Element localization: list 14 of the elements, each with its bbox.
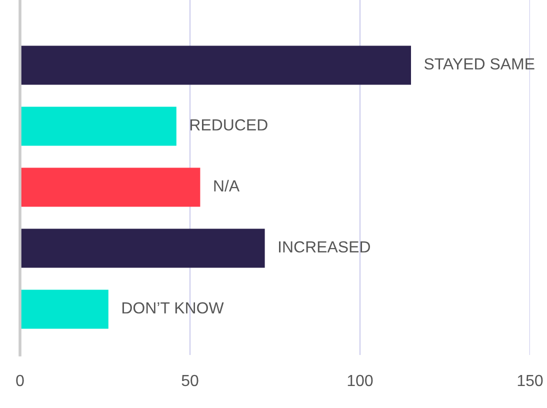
x-tick-label: 100 [348,374,373,386]
x-tick-label: 0 [16,374,24,386]
x-tick-label: 50 [182,374,198,386]
y-tick-label: REDUCED [190,119,268,131]
y-tick-label: INCREASED [279,241,370,253]
bar [20,290,108,329]
x-tick-label: 150 [518,374,543,386]
bar [20,168,200,207]
bar [20,228,265,268]
bar [20,106,176,146]
y-tick-label: DON’T KNOW [122,302,224,314]
y-tick-label: N/A [214,180,240,192]
bar [20,46,411,85]
y-tick-label: STAYED SAME [424,58,534,70]
